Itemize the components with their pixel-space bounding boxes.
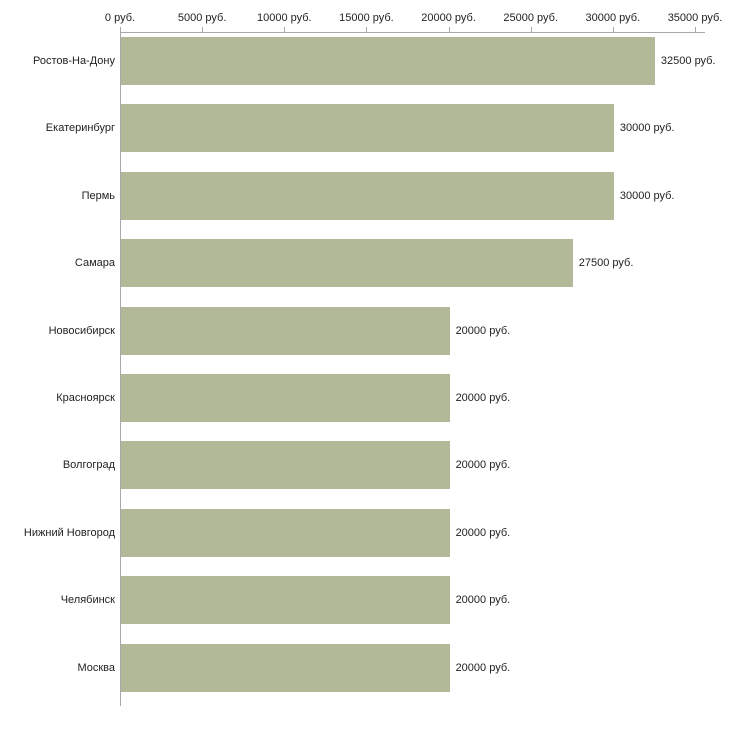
category-label: Москва	[77, 661, 115, 674]
bar	[121, 37, 655, 85]
value-label: 20000 руб.	[455, 324, 511, 337]
x-tick	[366, 27, 368, 32]
category-label: Челябинск	[60, 594, 115, 607]
bar	[121, 374, 450, 422]
x-tick-label: 15000 руб.	[339, 12, 394, 24]
x-tick-label: 0 руб.	[104, 12, 136, 24]
category-label: Нижний Новгород	[23, 526, 115, 539]
x-tick	[695, 27, 696, 32]
value-label: 20000 руб.	[455, 392, 511, 404]
value-label: 20000 руб.	[455, 459, 511, 472]
x-tick-label: 10000 руб.	[256, 12, 312, 24]
x-tick-label: 30000 руб.	[585, 12, 641, 24]
x-tick	[284, 27, 286, 32]
bar	[121, 441, 450, 490]
category-label: Новосибирск	[48, 324, 115, 337]
bar	[121, 576, 450, 625]
bar	[121, 104, 614, 153]
x-tick-label: 20000 руб.	[421, 12, 476, 24]
category-label: Ростов-На-Дону	[32, 55, 115, 67]
x-tick	[530, 27, 532, 32]
value-label: 20000 руб.	[455, 661, 511, 674]
x-tick	[612, 27, 614, 32]
value-label: 20000 руб.	[455, 594, 511, 607]
category-label: Екатеринбург	[45, 122, 115, 135]
x-tick	[202, 27, 204, 32]
value-label: 30000 руб.	[619, 189, 675, 202]
value-label: 27500 руб.	[578, 257, 634, 270]
x-tick	[120, 27, 121, 32]
bar	[121, 306, 450, 355]
x-tick-label: 35000 руб.	[667, 12, 723, 24]
bar	[121, 171, 614, 220]
category-label: Пермь	[81, 189, 115, 202]
x-axis-line	[120, 32, 705, 33]
category-label: Самара	[74, 257, 115, 270]
x-tick-label: 25000 руб.	[503, 12, 559, 24]
y-axis-line	[120, 32, 121, 706]
bar	[121, 508, 450, 557]
x-tick	[448, 27, 450, 32]
value-label: 30000 руб.	[619, 122, 675, 135]
category-label: Красноярск	[56, 392, 115, 404]
value-label: 32500 руб.	[660, 55, 716, 67]
value-label: 20000 руб.	[455, 526, 511, 539]
bar	[121, 643, 450, 692]
category-label: Волгоград	[62, 459, 115, 472]
x-tick-label: 5000 руб.	[177, 12, 227, 24]
bar	[121, 239, 573, 288]
